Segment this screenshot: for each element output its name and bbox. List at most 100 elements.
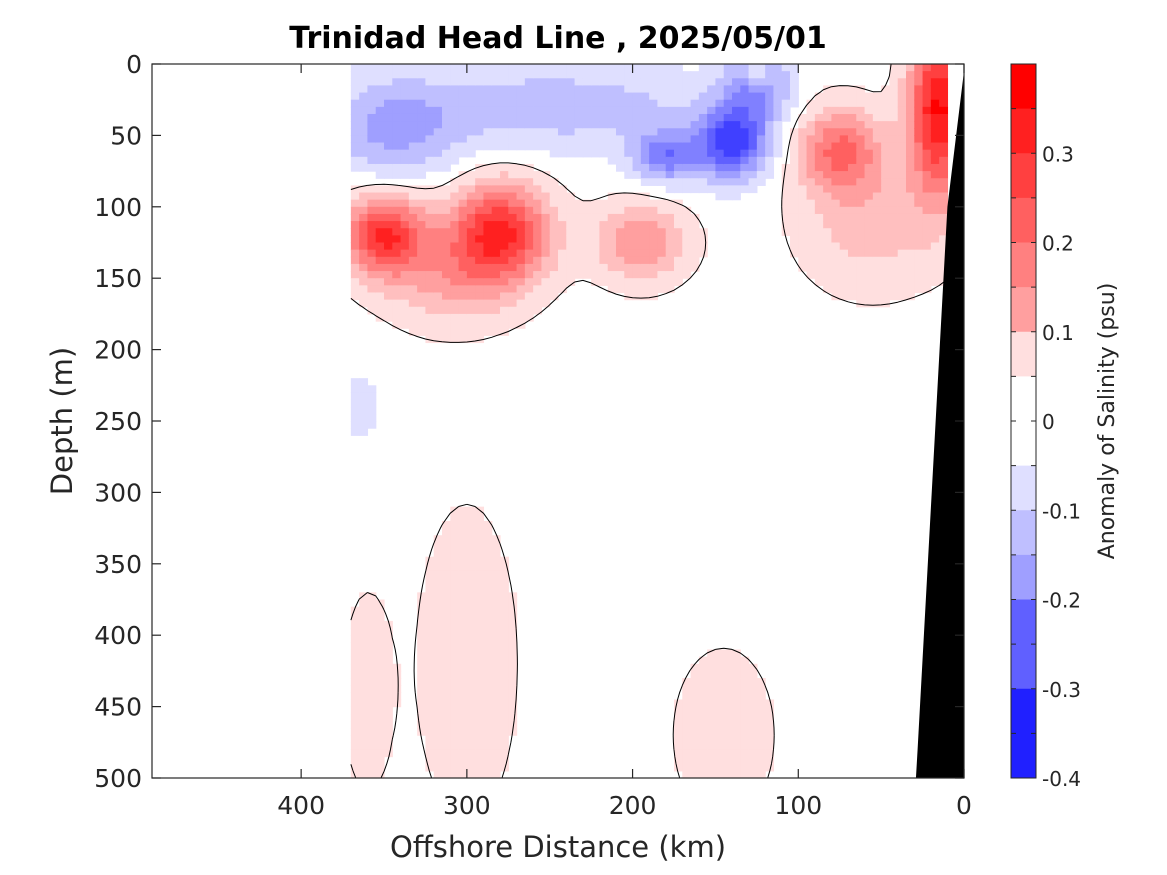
- anomaly-cell: [425, 670, 435, 679]
- anomaly-cell: [408, 328, 418, 336]
- anomaly-cell: [732, 178, 741, 186]
- anomaly-cell: [541, 192, 551, 201]
- anomaly-cell: [392, 171, 402, 179]
- anomaly-cell: [930, 206, 940, 215]
- anomaly-cell: [765, 728, 775, 736]
- anomaly-cell: [500, 749, 509, 758]
- anomaly-cell: [897, 185, 907, 194]
- anomaly-cell: [433, 313, 443, 322]
- anomaly-cell: [400, 192, 410, 201]
- anomaly-cell: [930, 256, 940, 265]
- anomaly-cell: [715, 713, 725, 722]
- anomaly-cell: [889, 278, 899, 286]
- anomaly-cell: [508, 656, 518, 665]
- anomaly-cell: [773, 142, 783, 151]
- anomaly-cell: [500, 171, 509, 179]
- anomaly-cell: [889, 178, 899, 186]
- anomaly-cell: [450, 221, 460, 229]
- anomaly-cell: [483, 563, 493, 572]
- anomaly-cell: [723, 656, 733, 665]
- anomaly-cell: [508, 628, 518, 636]
- anomaly-cell: [906, 92, 915, 101]
- anomaly-cell: [466, 135, 476, 144]
- anomaly-cell: [533, 271, 543, 279]
- anomaly-cell: [582, 149, 592, 158]
- anomaly-cell: [475, 171, 485, 179]
- anomaly-cell: [475, 513, 485, 522]
- anomaly-cell: [665, 256, 675, 265]
- anomaly-cell: [458, 221, 468, 229]
- anomaly-cell: [649, 235, 659, 244]
- anomaly-cell: [475, 292, 485, 301]
- anomaly-cell: [624, 149, 634, 158]
- anomaly-cell: [524, 306, 534, 315]
- anomaly-cell: [417, 720, 427, 729]
- anomaly-cell: [491, 556, 501, 565]
- anomaly-cell: [682, 235, 692, 244]
- anomaly-cell: [425, 285, 435, 294]
- anomaly-cell: [707, 670, 717, 679]
- anomaly-cell: [359, 71, 369, 79]
- anomaly-cell: [375, 756, 385, 765]
- anomaly-cell: [881, 206, 891, 215]
- anomaly-cell: [823, 199, 833, 208]
- anomaly-cell: [765, 720, 775, 729]
- anomaly-cell: [367, 185, 377, 194]
- anomaly-cell: [367, 249, 377, 258]
- anomaly-cell: [773, 121, 783, 129]
- anomaly-cell: [939, 263, 949, 272]
- anomaly-cell: [500, 142, 509, 151]
- anomaly-cell: [823, 242, 833, 251]
- anomaly-cell: [723, 92, 733, 101]
- anomaly-cell: [707, 742, 717, 751]
- anomaly-cell: [483, 663, 493, 672]
- anomaly-cell: [698, 163, 708, 172]
- anomaly-cell: [682, 178, 692, 186]
- anomaly-cell: [698, 106, 708, 115]
- anomaly-cell: [732, 64, 741, 72]
- anomaly-cell: [425, 99, 435, 108]
- anomaly-cell: [408, 85, 418, 94]
- anomaly-cell: [682, 85, 692, 94]
- anomaly-cell: [732, 649, 741, 658]
- anomaly-cell: [450, 256, 460, 265]
- anomaly-cell: [806, 271, 816, 279]
- anomaly-cell: [491, 585, 501, 593]
- anomaly-cell: [417, 99, 427, 108]
- anomaly-cell: [508, 606, 518, 615]
- anomaly-cell: [384, 642, 393, 651]
- anomaly-cell: [574, 121, 584, 129]
- anomaly-cell: [632, 285, 642, 294]
- anomaly-cell: [491, 142, 501, 151]
- anomaly-cell: [640, 99, 650, 108]
- anomaly-cell: [417, 692, 427, 701]
- anomaly-cell: [823, 278, 833, 286]
- anomaly-cell: [384, 699, 393, 708]
- anomaly-cell: [640, 192, 650, 201]
- anomaly-cell: [350, 213, 360, 222]
- anomaly-cell: [839, 156, 849, 165]
- anomaly-cell: [864, 199, 874, 208]
- anomaly-cell: [500, 71, 509, 79]
- anomaly-cell: [483, 221, 493, 229]
- anomaly-cell: [524, 121, 534, 129]
- anomaly-cell: [740, 85, 750, 94]
- anomaly-cell: [367, 206, 377, 215]
- anomaly-cell: [864, 106, 874, 115]
- anomaly-cell: [881, 113, 891, 122]
- anomaly-cell: [582, 235, 592, 244]
- anomaly-cell: [359, 106, 369, 115]
- anomaly-cell: [616, 228, 625, 236]
- anomaly-cell: [350, 756, 360, 765]
- anomaly-cell: [541, 135, 551, 144]
- anomaly-cell: [524, 249, 534, 258]
- anomaly-cell: [682, 156, 692, 165]
- anomaly-cell: [450, 199, 460, 208]
- anomaly-cell: [433, 249, 443, 258]
- anomaly-cell: [359, 78, 369, 87]
- anomaly-cell: [483, 685, 493, 693]
- anomaly-cell: [500, 78, 509, 87]
- anomaly-cell: [392, 235, 402, 244]
- anomaly-cell: [723, 178, 733, 186]
- anomaly-cell: [872, 285, 882, 294]
